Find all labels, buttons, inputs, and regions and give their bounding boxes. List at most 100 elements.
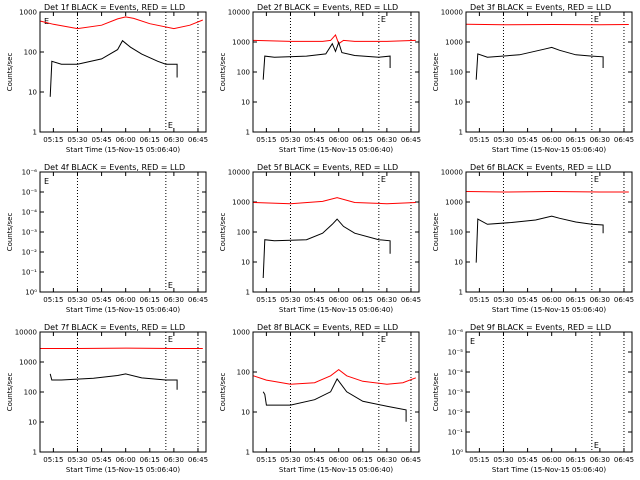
y-tick-label: 1 xyxy=(246,289,250,297)
x-tick-label: 06:30 xyxy=(164,136,184,144)
chart-title: Det 2f BLACK = Events, RED = LLD xyxy=(257,3,398,12)
events-series-line xyxy=(49,373,178,390)
plot-frame xyxy=(39,331,207,453)
y-tick-label: 10⁻⁴ xyxy=(22,209,38,217)
x-tick-label: 05:45 xyxy=(304,136,324,144)
lld-series-line xyxy=(466,190,629,193)
chart-title: Det 5f BLACK = Events, RED = LLD xyxy=(257,163,398,172)
x-tick-label: 06:45 xyxy=(188,296,208,304)
y-tick-label: 1 xyxy=(246,449,250,457)
y-tick-label: 100 xyxy=(237,69,250,77)
x-tick-label: 05:15 xyxy=(43,136,63,144)
e-marker: E xyxy=(381,15,386,24)
y-axis-label: Counts/sec xyxy=(432,213,440,252)
x-axis-label: Start Time (15-Nov-15 05:06:40) xyxy=(279,466,393,474)
y-tick-label: 10 xyxy=(28,89,37,97)
plot-frame xyxy=(252,11,420,133)
x-tick-label: 06:30 xyxy=(164,456,184,464)
x-axis-label: Start Time (15-Nov-15 05:06:40) xyxy=(492,306,606,314)
x-axis-label: Start Time (15-Nov-15 05:06:40) xyxy=(492,146,606,154)
chart-title: Det 6f BLACK = Events, RED = LLD xyxy=(470,163,611,172)
e-marker: E xyxy=(381,335,386,344)
x-tick-label: 06:45 xyxy=(401,456,421,464)
y-tick-label: 10 xyxy=(241,99,250,107)
x-tick-label: 05:15 xyxy=(43,456,63,464)
y-tick-label: 1000 xyxy=(19,9,37,17)
y-axis-label: Counts/sec xyxy=(432,373,440,412)
y-tick-label: 10 xyxy=(241,409,250,417)
plot-frame xyxy=(39,11,207,133)
chart-panel: Det 8f BLACK = Events, RED = LLD 1 10 100 10… xyxy=(219,323,421,474)
y-tick-label: 1000 xyxy=(232,199,250,207)
y-tick-label: 1000 xyxy=(19,359,37,367)
x-tick-label: 06:30 xyxy=(377,296,397,304)
x-axis-label: Start Time (15-Nov-15 05:06:40) xyxy=(492,466,606,474)
x-tick-label: 05:15 xyxy=(469,296,489,304)
y-tick-label: 10⁻³ xyxy=(22,229,38,237)
y-tick-label: 10⁰ xyxy=(25,289,37,297)
x-tick-label: 06:45 xyxy=(188,456,208,464)
y-axis-label: Counts/sec xyxy=(219,213,227,252)
x-tick-label: 06:45 xyxy=(614,456,634,464)
events-series-line xyxy=(262,377,407,422)
y-tick-label: 1 xyxy=(246,129,250,137)
chart-panel: Det 7f BLACK = Events, RED = LLD 1 10 100 10… xyxy=(6,323,208,474)
x-tick-label: 05:45 xyxy=(91,136,111,144)
x-tick-label: 06:45 xyxy=(401,296,421,304)
y-axis-label: Counts/sec xyxy=(6,53,14,92)
x-tick-label: 06:00 xyxy=(542,296,562,304)
y-tick-label: 100 xyxy=(237,369,250,377)
e-marker: E xyxy=(168,335,173,344)
y-tick-label: 10 xyxy=(241,259,250,267)
x-tick-label: 06:00 xyxy=(329,136,349,144)
y-tick-label: 10 xyxy=(28,419,37,427)
x-tick-label: 06:00 xyxy=(116,296,136,304)
y-tick-label: 100 xyxy=(24,389,37,397)
x-tick-label: 05:30 xyxy=(67,136,87,144)
lld-series-line xyxy=(253,368,416,385)
chart-panel: Det 3f BLACK = Events, RED = LLD 1 10 100 10… xyxy=(432,3,634,154)
x-tick-label: 06:15 xyxy=(140,136,160,144)
y-axis-label: Counts/sec xyxy=(432,53,440,92)
x-tick-label: 05:45 xyxy=(517,296,537,304)
x-tick-label: 05:15 xyxy=(256,456,276,464)
x-tick-label: 05:45 xyxy=(91,296,111,304)
y-tick-label: 10⁻³ xyxy=(448,389,464,397)
y-tick-label: 10⁻⁶ xyxy=(22,169,38,177)
plot-frame xyxy=(465,331,633,453)
x-tick-label: 06:30 xyxy=(590,136,610,144)
y-axis-label: Counts/sec xyxy=(219,373,227,412)
chart-title: Det 3f BLACK = Events, RED = LLD xyxy=(470,3,611,12)
x-tick-label: 05:30 xyxy=(67,456,87,464)
x-axis-label: Start Time (15-Nov-15 05:06:40) xyxy=(66,146,180,154)
x-tick-label: 06:30 xyxy=(377,456,397,464)
y-axis-label: Counts/sec xyxy=(6,213,14,252)
e-marker: E xyxy=(594,175,599,184)
y-tick-label: 100 xyxy=(450,69,463,77)
plot-frame xyxy=(39,171,207,293)
x-tick-label: 06:15 xyxy=(353,456,373,464)
x-tick-label: 05:15 xyxy=(256,136,276,144)
events-series-line xyxy=(475,215,604,263)
x-tick-label: 06:45 xyxy=(614,296,634,304)
x-tick-label: 06:15 xyxy=(353,296,373,304)
x-tick-label: 06:30 xyxy=(377,136,397,144)
plot-frame xyxy=(465,11,633,133)
x-tick-label: 05:45 xyxy=(517,456,537,464)
y-tick-label: 10⁰ xyxy=(451,449,463,457)
y-axis-label: Counts/sec xyxy=(219,53,227,92)
y-tick-label: 1000 xyxy=(445,199,463,207)
y-tick-label: 10 xyxy=(454,259,463,267)
chart-title: Det 9f BLACK = Events, RED = LLD xyxy=(470,323,611,332)
x-tick-label: 06:00 xyxy=(116,456,136,464)
lld-series-line xyxy=(253,33,416,45)
plot-frame xyxy=(465,171,633,293)
e-marker: E xyxy=(594,15,599,24)
x-tick-label: 06:00 xyxy=(116,136,136,144)
chart-panel: Det 6f BLACK = Events, RED = LLD 1 10 100 10… xyxy=(432,163,634,314)
events-series-line xyxy=(262,40,391,80)
x-tick-label: 05:45 xyxy=(91,456,111,464)
x-tick-label: 05:30 xyxy=(280,136,300,144)
plot-frame xyxy=(252,331,420,453)
events-series-line xyxy=(475,46,604,80)
